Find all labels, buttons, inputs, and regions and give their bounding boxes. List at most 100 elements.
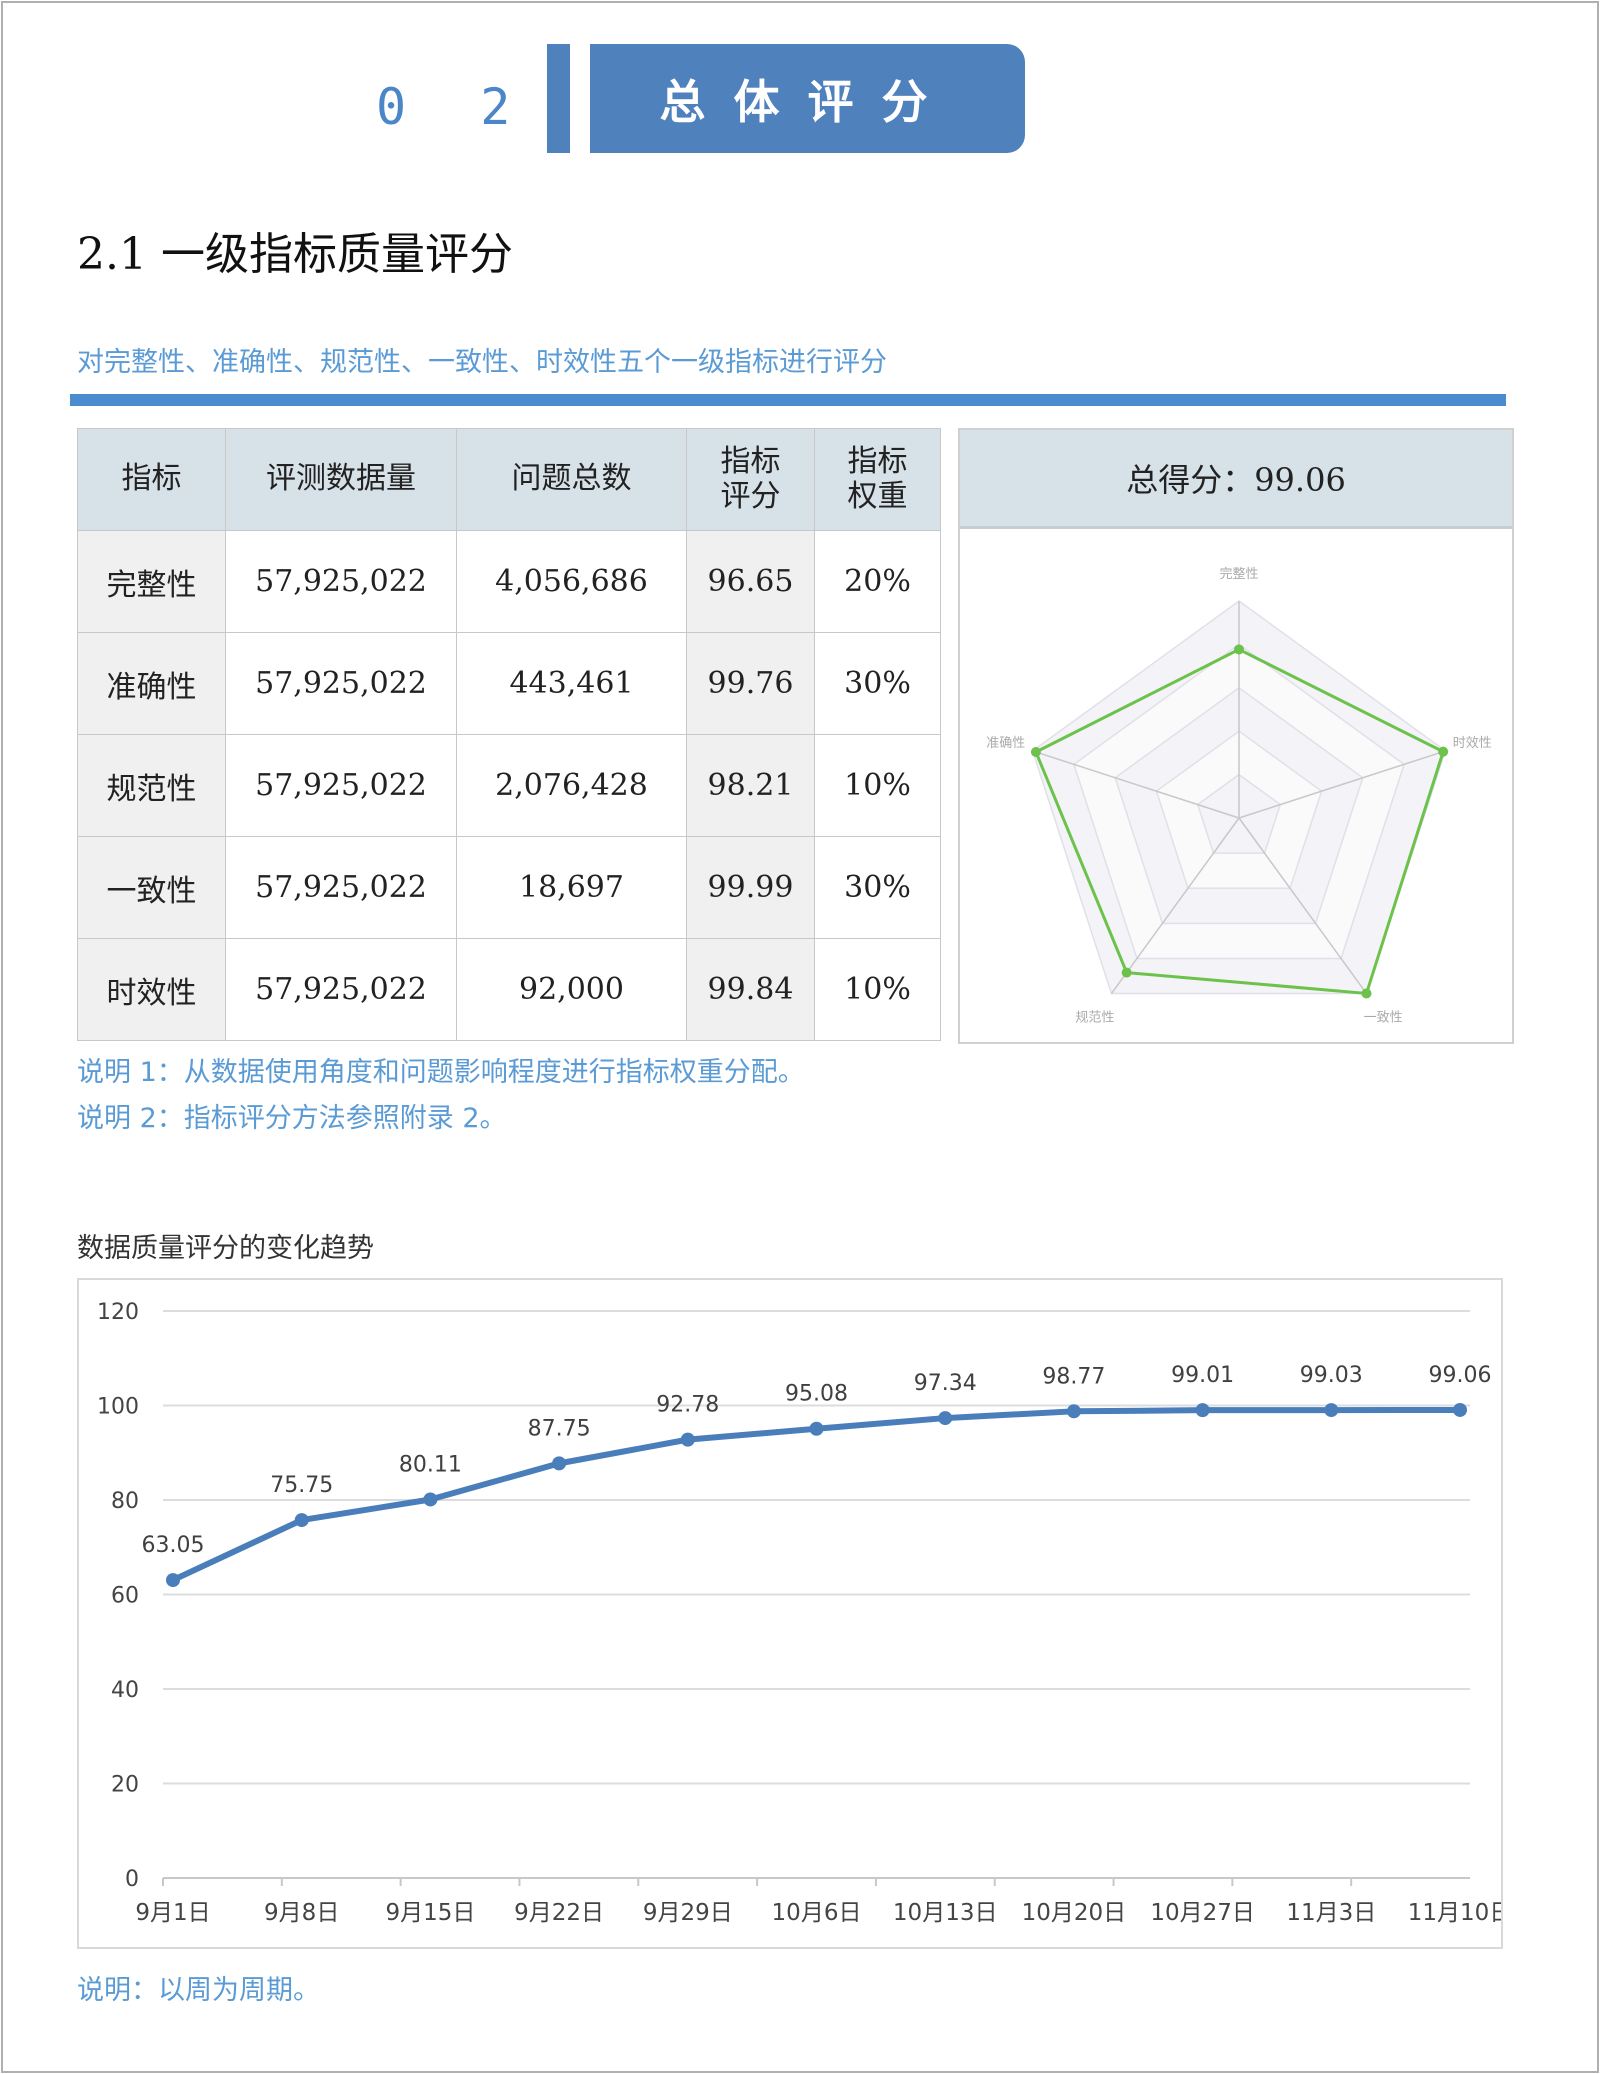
table-cell: 完整性 (77, 530, 226, 633)
data-point (1324, 1403, 1339, 1418)
y-tick-label: 20 (111, 1773, 139, 1798)
data-label: 87.75 (528, 1416, 591, 1441)
table-cell: 18,697 (456, 836, 687, 939)
x-tick-label: 9月15日 (385, 1900, 475, 1926)
x-tick-label: 11月3日 (1286, 1900, 1376, 1926)
page-heading: 2.1 一级指标质量评分 (77, 229, 513, 280)
line-chart-title: 数据质量评分的变化趋势 (77, 1233, 374, 1264)
table-cell: 10% (814, 938, 941, 1041)
column-header: 问题总数 (456, 428, 687, 531)
table-cell: 30% (814, 836, 941, 939)
data-label: 99.03 (1300, 1363, 1363, 1388)
table-row: 规范性 57,925,022 2,076,428 98.21 10% (77, 734, 941, 837)
data-point (294, 1513, 309, 1528)
data-label: 97.34 (914, 1371, 977, 1396)
table-cell: 98.21 (686, 734, 815, 837)
table-cell: 20% (814, 530, 941, 633)
x-tick-label: 9月8日 (264, 1900, 339, 1926)
radar-point (1438, 746, 1449, 757)
data-label: 99.06 (1429, 1363, 1492, 1388)
line-chart-frame: 0 20 40 60 80 100 120 63.05 9月1日 75.75 9月8日 80.11 9月… (77, 1278, 1512, 1949)
radar-panel: 总得分：99.06 完整性 时效性 一致性 规范性 准确性 (958, 428, 1514, 1044)
table-cell: 一致性 (77, 836, 226, 939)
data-label: 99.01 (1171, 1363, 1234, 1388)
data-point (1453, 1402, 1467, 1417)
x-tick-label: 11月10日 (1408, 1900, 1501, 1926)
data-point (1066, 1404, 1081, 1419)
data-point (809, 1421, 824, 1436)
table-row: 准确性 57,925,022 443,461 99.76 30% (77, 632, 941, 735)
note-1: 说明 1：从数据使用角度和问题影响程度进行指标权重分配。 (77, 1057, 805, 1088)
radar-axis-line (1238, 817, 1368, 994)
table-cell: 57,925,022 (225, 530, 457, 633)
data-label: 75.75 (270, 1473, 333, 1498)
radar-point (1030, 747, 1041, 758)
table-cell: 30% (814, 632, 941, 735)
table-row: 完整性 57,925,022 4,056,686 96.65 20% (77, 530, 941, 633)
data-label: 95.08 (785, 1382, 848, 1407)
column-header: 指标 评分 (686, 428, 815, 531)
data-label: 63.05 (142, 1533, 205, 1558)
x-tick-label: 10月13日 (893, 1900, 998, 1926)
radar-axis-label: 时效性 (1453, 736, 1492, 751)
table-cell: 96.65 (686, 530, 815, 633)
table-cell: 99.99 (686, 836, 815, 939)
table-cell: 2,076,428 (456, 734, 687, 837)
x-tick-label: 9月29日 (643, 1900, 733, 1926)
y-tick-label: 0 (125, 1867, 139, 1892)
data-point (1195, 1403, 1210, 1418)
table-cell: 57,925,022 (225, 632, 457, 735)
section-number: 0 2 (376, 78, 533, 136)
radar-point (1361, 988, 1372, 999)
radar-point (1234, 644, 1244, 655)
data-label: 80.11 (399, 1452, 462, 1477)
y-tick-label: 120 (97, 1300, 139, 1325)
table-row: 一致性 57,925,022 18,697 99.99 30% (77, 836, 941, 939)
column-header: 评测数据量 (225, 428, 457, 531)
table-header-row: 指标 评测数据量 问题总数 指标 评分 指标 权重 (77, 428, 941, 531)
radar-axis-label: 一致性 (1364, 1010, 1403, 1025)
data-point (166, 1573, 180, 1588)
radar-axis-label: 规范性 (1075, 1010, 1114, 1025)
radar-point (1121, 967, 1132, 978)
x-tick-label: 10月6日 (772, 1900, 862, 1926)
data-point (423, 1492, 438, 1507)
table-cell: 57,925,022 (225, 836, 457, 939)
y-tick-label: 80 (111, 1489, 139, 1514)
radar-axis-line (1032, 750, 1240, 819)
subtitle: 对完整性、准确性、规范性、一致性、时效性五个一级指标进行评分 (77, 347, 887, 378)
column-header: 指标 (77, 428, 226, 531)
section-title-banner: 总体评分 (590, 44, 1025, 153)
x-tick-label: 10月27日 (1150, 1900, 1255, 1926)
blue-rule (70, 394, 1506, 406)
table-cell: 规范性 (77, 734, 226, 837)
x-tick-label: 9月22日 (514, 1900, 604, 1926)
data-label: 92.78 (656, 1393, 719, 1418)
table-row: 时效性 57,925,022 92,000 99.84 10% (77, 938, 941, 1041)
data-point (552, 1456, 567, 1471)
table-cell: 时效性 (77, 938, 226, 1041)
total-score: 总得分：99.06 (960, 430, 1512, 529)
data-label: 98.77 (1042, 1364, 1105, 1389)
table-cell: 99.76 (686, 632, 815, 735)
table-cell: 10% (814, 734, 941, 837)
table-cell: 4,056,686 (456, 530, 687, 633)
y-tick-label: 100 (97, 1395, 139, 1420)
section-divider-bar (547, 44, 570, 153)
radar-series-line (1034, 647, 1445, 996)
footer-note: 说明：以周为周期。 (77, 1975, 320, 2006)
note-2: 说明 2：指标评分方法参照附录 2。 (77, 1103, 507, 1134)
radar-axis-label: 准确性 (986, 736, 1025, 751)
column-header: 指标 权重 (814, 428, 941, 531)
table-cell: 57,925,022 (225, 734, 457, 837)
line-chart: 0 20 40 60 80 100 120 63.05 9月1日 75.75 9月8日 80.11 9月… (97, 1300, 1512, 1926)
data-point (680, 1432, 695, 1447)
x-tick-label: 9月1日 (135, 1900, 210, 1926)
metrics-table: 指标 评测数据量 问题总数 指标 评分 指标 权重 完整性 57,925,022 4,056… (77, 428, 941, 1041)
table-cell: 99.84 (686, 938, 815, 1041)
table-cell: 443,461 (456, 632, 687, 735)
x-tick-label: 10月20日 (1022, 1900, 1127, 1926)
table-cell: 准确性 (77, 632, 226, 735)
table-cell: 57,925,022 (225, 938, 457, 1041)
